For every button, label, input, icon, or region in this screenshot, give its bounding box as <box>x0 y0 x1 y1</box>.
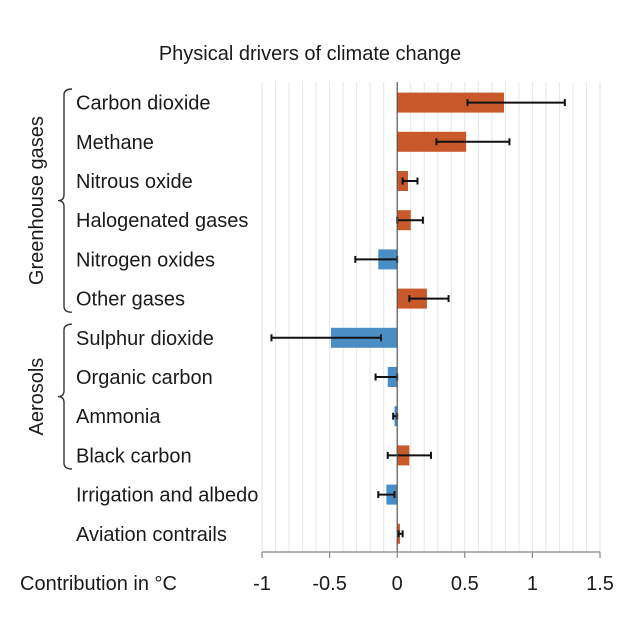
chart-title: Physical drivers of climate change <box>159 43 461 65</box>
category-label: Nitrous oxide <box>76 171 193 193</box>
category-label: Aviation contrails <box>76 524 227 546</box>
group-bracket <box>57 88 73 313</box>
group-bracket <box>57 323 73 470</box>
x-axis-label: Contribution in °C <box>20 573 177 595</box>
category-label: Irrigation and albedo <box>76 485 258 507</box>
category-labels: Carbon dioxide Methane Nitrous oxide Haloge… <box>76 93 258 546</box>
category-label: Organic carbon <box>76 367 213 389</box>
x-tick-label: 1.5 <box>586 573 614 595</box>
error-bars <box>270 99 566 538</box>
x-tick-label: -0.5 <box>312 573 346 595</box>
x-tick-label: 1 <box>527 573 538 595</box>
category-label: Nitrogen oxides <box>76 249 215 271</box>
x-tick-label: -1 <box>253 573 271 595</box>
category-label: Other gases <box>76 289 185 311</box>
category-label: Halogenated gases <box>76 210 248 232</box>
category-label: Black carbon <box>76 445 192 467</box>
group-label: Aerosols <box>26 358 48 436</box>
category-label: Ammonia <box>76 406 161 428</box>
group-brackets: Greenhouse gases Aerosols <box>26 88 73 470</box>
bar <box>397 131 467 152</box>
bar <box>397 92 505 113</box>
x-axis: -1 -0.5 0 0.5 1 1.5 <box>253 82 614 595</box>
group-label: Greenhouse gases <box>26 116 48 285</box>
x-tick-label: 0 <box>392 573 403 595</box>
grid-lines <box>261 82 601 552</box>
x-tick-label: 0.5 <box>451 573 479 595</box>
category-label: Sulphur dioxide <box>76 328 214 350</box>
category-label: Carbon dioxide <box>76 93 211 115</box>
category-label: Methane <box>76 132 154 154</box>
